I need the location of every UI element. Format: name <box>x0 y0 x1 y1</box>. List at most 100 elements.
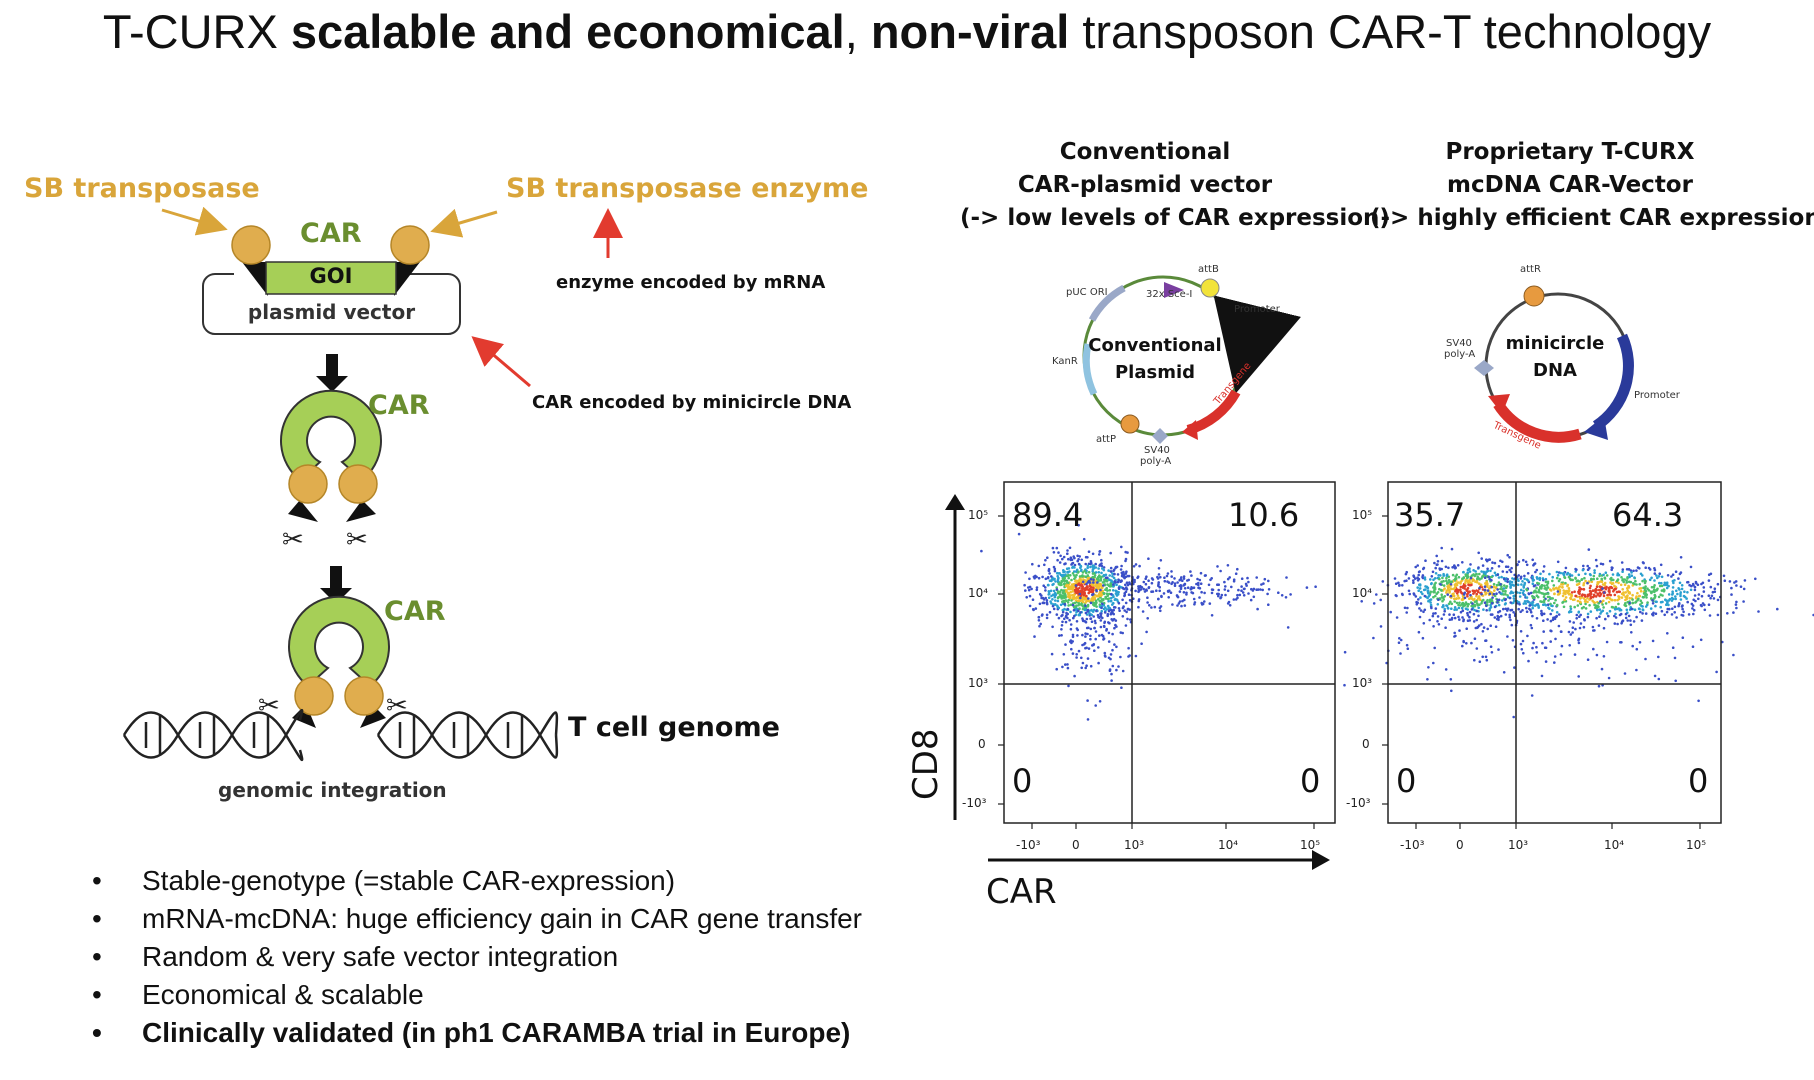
flow-event-dot <box>1441 576 1444 580</box>
flow-event-dot <box>1077 603 1080 607</box>
flow-event-dot <box>1603 576 1607 579</box>
flow-event-dot <box>1263 577 1267 581</box>
flow-event-dot <box>1065 599 1068 602</box>
flow-event-dot <box>1588 586 1592 590</box>
flow-event-dot <box>1477 606 1480 610</box>
flow-event-dot <box>1546 595 1550 599</box>
flow-event-dot <box>1734 603 1738 606</box>
flow-event-dot <box>1045 601 1049 604</box>
flow-event-dot <box>1522 602 1526 605</box>
flow-event-dot <box>1501 560 1504 564</box>
quad-left-ur: 10.6 <box>1228 496 1300 534</box>
flow-event-dot <box>1458 601 1461 605</box>
flow-event-dot <box>1448 613 1451 616</box>
flow-event-dot <box>1614 612 1617 616</box>
flow-event-dot <box>1076 628 1079 632</box>
flow-event-dot <box>1079 566 1082 569</box>
flow-event-dot <box>1422 588 1426 592</box>
flow-event-dot <box>1478 578 1481 581</box>
flow-event-dot <box>1644 585 1647 588</box>
flow-event-dot <box>1048 572 1051 575</box>
flow-event-dot <box>1066 663 1069 666</box>
flow-event-dot <box>1071 652 1075 655</box>
flow-event-dot <box>1232 598 1236 601</box>
flow-event-dot <box>1109 570 1113 573</box>
xtick-right: 0 <box>1456 838 1464 852</box>
flow-event-dot <box>1497 565 1501 568</box>
flow-event-dot <box>1108 574 1111 577</box>
flow-event-dot <box>1055 613 1059 616</box>
flow-event-dot <box>1442 613 1446 616</box>
flow-event-dot <box>1262 582 1265 585</box>
flow-event-dot <box>1381 580 1385 583</box>
flow-event-dot <box>1621 570 1624 573</box>
flow-event-dot <box>1461 561 1464 564</box>
car-minicircle-note: CAR encoded by minicircle DNA <box>532 392 852 413</box>
flow-event-dot <box>1240 585 1243 588</box>
flow-event-dot <box>1707 579 1711 582</box>
flow-event-dot <box>1057 616 1061 620</box>
flow-event-dot <box>1558 578 1562 581</box>
flow-event-dot <box>1104 588 1107 591</box>
flow-event-dot <box>1652 588 1656 591</box>
flow-event-dot <box>1106 597 1110 601</box>
flow-event-dot <box>1343 650 1347 654</box>
flow-event-dot <box>1440 589 1443 592</box>
flow-event-dot <box>1124 559 1127 563</box>
flow-event-dot <box>1667 599 1671 602</box>
flow-event-dot <box>1531 579 1535 582</box>
flow-event-dot <box>1454 634 1457 638</box>
flow-event-dot <box>1107 640 1111 643</box>
flow-event-dot <box>1453 597 1456 601</box>
flow-event-dot <box>1146 617 1149 620</box>
flow-event-dot <box>1063 582 1066 586</box>
flow-event-dot <box>1064 643 1067 646</box>
flow-event-dot <box>1097 584 1101 587</box>
flow-event-dot <box>1709 596 1712 600</box>
flow-event-dot <box>1562 571 1566 575</box>
flow-event-dot <box>1211 588 1215 592</box>
flow-event-dot <box>1474 570 1477 573</box>
quad-right-ur: 64.3 <box>1612 496 1684 534</box>
key-points-list: Stable-genotype (=stable CAR-expression)… <box>92 862 862 1052</box>
flow-event-dot <box>1062 653 1066 656</box>
flow-event-dot <box>1497 648 1500 651</box>
flow-event-dot <box>1456 564 1460 567</box>
flow-event-dot <box>1631 598 1634 601</box>
flow-event-dot <box>1574 627 1577 631</box>
flow-event-dot <box>1477 551 1480 555</box>
flow-event-dot <box>1150 581 1154 585</box>
flow-event-dot <box>1073 563 1077 567</box>
flow-event-dot <box>1542 630 1545 633</box>
flow-event-dot <box>1393 577 1397 580</box>
flow-event-dot <box>1063 602 1067 606</box>
flow-plot-right-frame <box>1387 481 1722 824</box>
flow-event-dot <box>1659 563 1663 567</box>
quad-left-ul: 89.4 <box>1012 496 1084 534</box>
flow-event-dot <box>1035 575 1038 579</box>
flow-event-dot <box>1632 569 1635 573</box>
flow-event-dot <box>1455 601 1459 605</box>
flow-event-dot <box>1631 601 1635 605</box>
flow-event-dot <box>1017 532 1021 536</box>
flow-event-dot <box>1434 572 1438 575</box>
flow-event-dot <box>1124 583 1127 587</box>
flow-event-dot <box>1548 588 1552 591</box>
flow-event-dot <box>1379 625 1383 628</box>
flow-event-dot <box>1504 586 1508 589</box>
flow-event-dot <box>1620 576 1623 579</box>
flow-event-dot <box>1573 653 1577 656</box>
flow-event-dot <box>1592 574 1596 578</box>
flow-event-dot <box>1147 557 1150 560</box>
flow-event-dot <box>1457 615 1460 619</box>
flow-event-dot <box>1465 588 1469 591</box>
flow-event-dot <box>1608 590 1611 594</box>
flow-event-dot <box>1053 595 1057 599</box>
flow-event-dot <box>1123 609 1126 612</box>
flow-event-dot <box>1093 574 1097 577</box>
flow-event-dot <box>1028 594 1032 598</box>
flow-event-dot <box>1405 570 1408 574</box>
flow-event-dot <box>1527 659 1530 663</box>
flow-event-dot <box>1620 592 1624 596</box>
flow-event-dot <box>1639 599 1642 602</box>
